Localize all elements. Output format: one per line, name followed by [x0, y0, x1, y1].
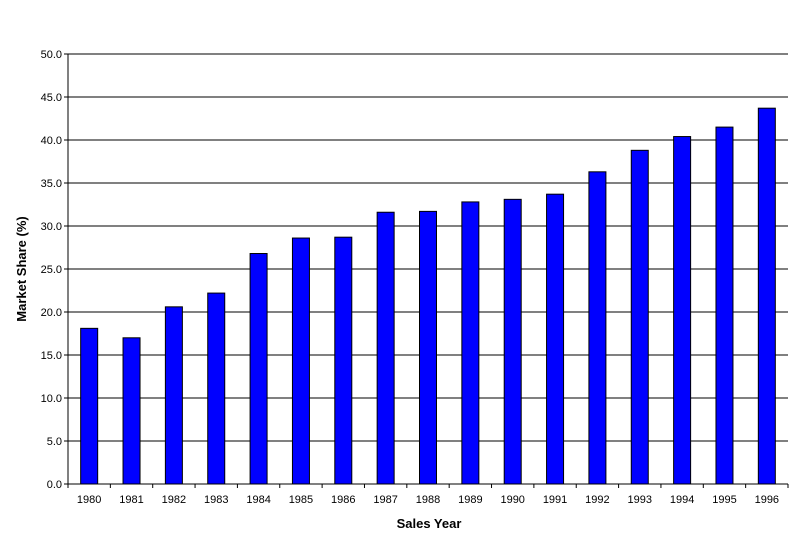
- y-tick-label: 20.0: [41, 307, 62, 319]
- y-tick-label: 40.0: [41, 135, 62, 147]
- x-tick-label: 1996: [755, 494, 779, 506]
- y-tick-labels: 0.0 5.0 10.0 15.0 20.0 25.0 30.0 35.0 40.0 45.0 50…: [41, 49, 62, 491]
- y-tick-label: 45.0: [41, 92, 62, 104]
- y-tick-label: 30.0: [41, 221, 62, 233]
- x-tick-label: 1995: [712, 494, 736, 506]
- x-axis-title: Sales Year: [397, 516, 462, 531]
- x-tick-label: 1994: [670, 494, 694, 506]
- x-tick-label: 1987: [373, 494, 397, 506]
- x-tick-label: 1980: [77, 494, 101, 506]
- bar-1989: [461, 201, 480, 485]
- x-tick-label: 1989: [458, 494, 482, 506]
- y-tick-label: 50.0: [41, 49, 62, 61]
- y-tick-label: 15.0: [41, 350, 62, 362]
- axes: [64, 53, 789, 488]
- y-axis-title: Market Share (%): [14, 216, 29, 321]
- bar-1990: [503, 198, 522, 485]
- bars: [80, 107, 776, 485]
- bar-1981: [122, 337, 141, 485]
- y-tick-label: 25.0: [41, 264, 62, 276]
- x-tick-label: 1990: [500, 494, 524, 506]
- x-tick-label: 1985: [289, 494, 313, 506]
- x-tick-label: 1983: [204, 494, 228, 506]
- x-tick-label: 1981: [119, 494, 143, 506]
- y-tick-label: 0.0: [47, 479, 62, 491]
- bar-1988: [419, 210, 437, 485]
- x-tick-label: 1988: [416, 494, 440, 506]
- y-tick-label: 35.0: [41, 178, 62, 190]
- x-tick-label: 1993: [628, 494, 652, 506]
- x-tick-label: 1991: [543, 494, 567, 506]
- bar-1996: [757, 107, 776, 485]
- x-tick-label: 1984: [246, 494, 270, 506]
- bar-1986: [334, 236, 353, 485]
- bar-1980: [80, 327, 99, 485]
- bar-1993: [630, 149, 649, 485]
- bar-1984: [249, 253, 268, 485]
- bar-1987: [376, 211, 395, 485]
- x-tick-label: 1992: [585, 494, 609, 506]
- x-tick-label: 1986: [331, 494, 355, 506]
- bar-1982: [164, 306, 183, 485]
- bar-1985: [291, 237, 310, 485]
- x-tick-labels: 1980 1981 1982 1983 1984 1985 1986 1987 1988 1989…: [77, 494, 779, 506]
- bar-1991: [546, 193, 565, 485]
- bar-1983: [207, 292, 226, 485]
- y-tick-label: 5.0: [47, 436, 62, 448]
- bar-1992: [588, 171, 607, 485]
- bar-1995: [715, 126, 734, 485]
- x-tick-label: 1982: [162, 494, 186, 506]
- y-tick-label: 10.0: [41, 393, 62, 405]
- bar-1994: [673, 136, 692, 485]
